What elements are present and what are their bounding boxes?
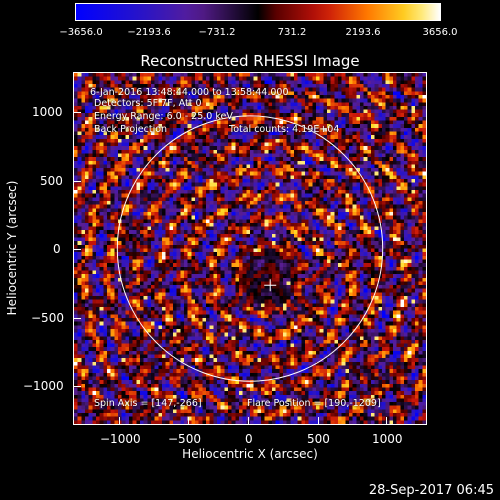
colorbar-tick-label: 731.2 <box>277 27 307 38</box>
colorbar <box>75 3 441 21</box>
x-tick-mark <box>386 417 387 425</box>
y-axis-label: Heliocentric Y (arcsec) <box>5 180 19 316</box>
x-tick-mark <box>188 417 189 425</box>
x-tick-label: 0 <box>245 432 253 446</box>
y-tick-label: −500 <box>31 311 64 325</box>
colorbar-tick-label: 2193.6 <box>345 27 381 38</box>
y-tick-label: 1000 <box>32 105 63 119</box>
info-energy: Energy Range: 6.0 - 25.0 keV <box>94 111 233 122</box>
info-method: Back Projection <box>94 124 168 135</box>
colorbar-tick-label: 3656.0 <box>422 27 458 38</box>
x-tick-mark <box>318 417 319 425</box>
plot-area: 6-Jan-2016 13:48:44.000 to 13:58:44.000 … <box>73 72 427 425</box>
y-tick-mark <box>73 181 81 182</box>
x-tick-label: 1000 <box>372 432 403 446</box>
y-tick-mark <box>73 386 81 387</box>
x-axis-label: Heliocentric X (arcsec) <box>182 447 318 461</box>
plot-overlay <box>116 115 384 382</box>
y-tick-mark <box>73 249 81 250</box>
x-tick-label: −1000 <box>100 432 141 446</box>
timestamp: 28-Sep-2017 06:45 <box>368 483 494 498</box>
colorbar-tick-label: −2193.6 <box>127 27 171 38</box>
y-tick-mark <box>73 318 81 319</box>
heatmap-image <box>74 73 426 424</box>
plot-title: Reconstructed RHESSI Image <box>140 52 360 70</box>
info-counts: Total counts: 4.19E+04 <box>229 124 340 135</box>
colorbar-tick-label: −3656.0 <box>59 27 103 38</box>
solar-disk-circle <box>116 115 384 382</box>
x-tick-label: −500 <box>168 432 201 446</box>
info-detectors: Detectors: 5F 7F, Att 0 <box>94 98 202 109</box>
y-tick-label: −1000 <box>23 379 64 393</box>
y-tick-label: 500 <box>40 174 63 188</box>
info-time: 6-Jan-2016 13:48:44.000 to 13:58:44.000 <box>90 87 289 98</box>
info-flare-position: Flare Position = [190,-1209] <box>247 398 381 409</box>
x-tick-label: 500 <box>307 432 330 446</box>
colorbar-tick-label: −731.2 <box>198 27 236 38</box>
y-tick-label: 0 <box>53 242 61 256</box>
x-tick-mark <box>119 417 120 425</box>
info-spin-axis: Spin Axis = [147,-266] <box>94 398 202 409</box>
x-tick-mark <box>248 417 249 425</box>
y-tick-mark <box>73 112 81 113</box>
colorbar-gradient <box>76 4 440 20</box>
